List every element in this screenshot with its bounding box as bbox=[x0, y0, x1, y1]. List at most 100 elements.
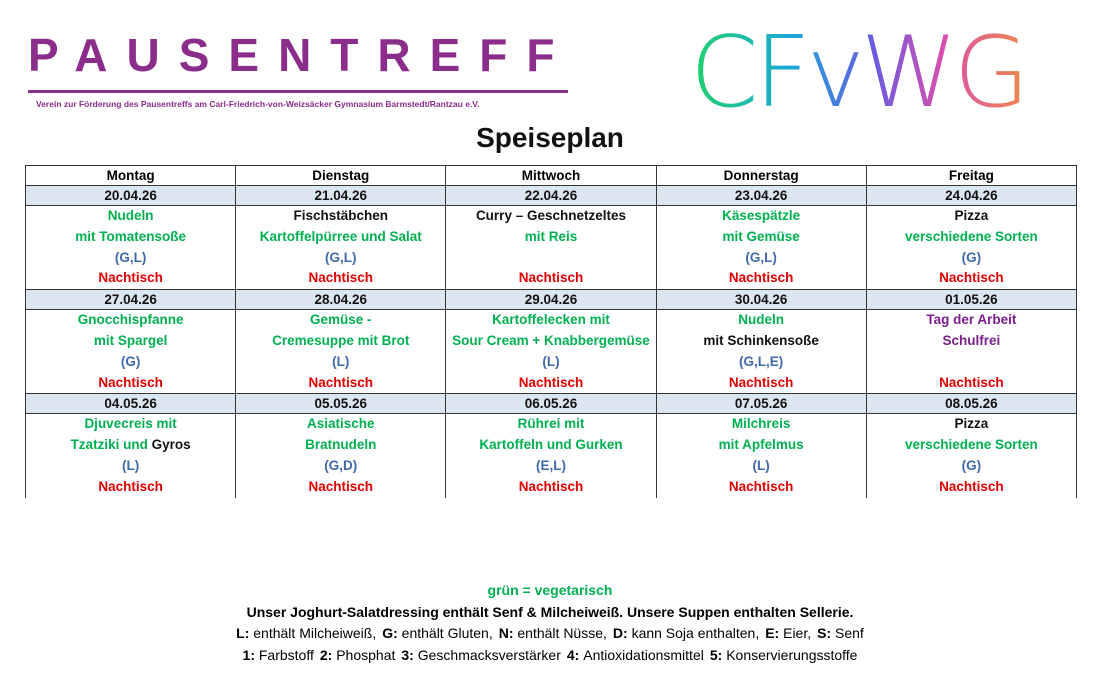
legend-key: L: bbox=[236, 625, 250, 641]
meal-cell: Djuvecreis mit Tzatziki und Gyros (L) Nachti… bbox=[24, 413, 237, 498]
meal-text: (G) bbox=[961, 457, 982, 473]
date-cell: 05.05.26 bbox=[235, 393, 447, 415]
meal-line: Kartoffeln und Gurken bbox=[446, 435, 655, 456]
logo: CFvWG bbox=[690, 18, 1030, 118]
day-header: Freitag bbox=[865, 165, 1078, 186]
meal-line bbox=[446, 248, 655, 269]
meal-line: mit Spargel bbox=[26, 331, 235, 352]
meal-text: Asiatische bbox=[307, 416, 375, 432]
meal-line: Sour Cream + Knabbergemüse bbox=[446, 331, 655, 352]
meal-text: verschiedene Sorten bbox=[904, 437, 1038, 453]
date-cell: 30.04.26 bbox=[655, 289, 867, 311]
legend-key: N: bbox=[498, 625, 514, 641]
legend-item: E: Eier, bbox=[765, 625, 811, 641]
legend-item: 4: Antioxidationsmittel bbox=[567, 647, 704, 663]
meal-line: Pizza bbox=[867, 206, 1076, 227]
legend-item: 5: Konservierungsstoffe bbox=[710, 647, 858, 663]
meal-row: Djuvecreis mit Tzatziki und Gyros (L) Nachti… bbox=[24, 413, 1078, 498]
logo-text: CFvWG bbox=[690, 18, 1026, 118]
additive-legend: 1: Farbstoff 2: Phosphat 3: Geschmacksvers… bbox=[0, 645, 1100, 667]
allergen-legend: L: enthält Milcheiweiß, G: enthält Gluten… bbox=[0, 623, 1100, 645]
meal-cell: Fischstäbchen Kartoffelpürree und Salat (G… bbox=[235, 205, 447, 290]
footer: grün = vegetarisch Unser Joghurt-Salatdr… bbox=[0, 580, 1100, 666]
meal-text: (G,D) bbox=[324, 457, 358, 473]
dessert: Nachtisch bbox=[518, 270, 584, 286]
meal-line: (G) bbox=[867, 456, 1076, 477]
meal-cell: Rührei mit Kartoffeln und Gurken (E,L) Nach… bbox=[445, 413, 657, 498]
menu-table: Montag Dienstag Mittwoch Donnerstag Freitag 2… bbox=[24, 165, 1078, 498]
meal-text: Curry – Geschnetzeltes bbox=[475, 208, 626, 223]
date-cell: 24.04.26 bbox=[865, 185, 1078, 206]
meal-cell: Nudeln mit Schinkensoße (G,L,E) Nachtisch bbox=[655, 309, 867, 394]
meal-cell: Curry – Geschnetzeltes mit Reis Nachtisch bbox=[445, 205, 657, 290]
day-header: Dienstag bbox=[235, 165, 447, 186]
meal-text: (G,L,E) bbox=[739, 353, 784, 369]
meal-cell: Milchreis mit Apfelmus (L) Nachtisch bbox=[655, 413, 867, 498]
dessert: Nachtisch bbox=[728, 478, 794, 494]
meal-line: Bratnudeln bbox=[236, 435, 445, 456]
legend-key: G: bbox=[382, 625, 398, 641]
meal-line: Kartoffelpürree und Salat bbox=[236, 227, 445, 248]
meal-cell: Nudeln mit Tomatensoße (G,L) Nachtisch bbox=[24, 205, 237, 290]
date-cell: 21.04.26 bbox=[235, 185, 447, 206]
meal-line: mit Gemüse bbox=[657, 227, 866, 248]
legend-text: enthält Nüsse, bbox=[517, 625, 607, 641]
meal-line: (L) bbox=[26, 456, 235, 477]
meal-text: (G,L) bbox=[745, 249, 777, 265]
meal-text: Kartoffeln und Gurken bbox=[479, 437, 623, 453]
legend-key: 3: bbox=[401, 646, 414, 663]
meal-line: Schulfrei bbox=[867, 331, 1076, 352]
day-header: Montag bbox=[24, 165, 237, 186]
meal-cell: Pizza verschiedene Sorten (G) Nachtisch bbox=[865, 205, 1078, 290]
dessert: Nachtisch bbox=[308, 374, 374, 390]
meal-line: (G,L) bbox=[26, 248, 235, 269]
brand-title: PAUSENTREFF bbox=[28, 29, 574, 81]
dessert: Nachtisch bbox=[98, 270, 163, 286]
legend-item: N: enthält Nüsse, bbox=[499, 625, 607, 641]
meal-line: (G,D) bbox=[236, 456, 445, 477]
meal-line: (G) bbox=[26, 352, 235, 373]
meal-line: (L) bbox=[236, 352, 445, 373]
legend-text: Eier, bbox=[783, 625, 812, 641]
meal-text: Tag der Arbeit bbox=[926, 312, 1017, 328]
meal-line: Tag der Arbeit bbox=[867, 310, 1076, 331]
meal-text: mit Reis bbox=[524, 228, 578, 244]
brand-underline bbox=[28, 90, 568, 93]
meal-line: (L) bbox=[657, 456, 866, 477]
meal-text: (L) bbox=[752, 457, 770, 473]
meal-text: mit Tomatensoße bbox=[75, 228, 186, 244]
meal-cell: Asiatische Bratnudeln (G,D) Nachtisch bbox=[235, 413, 447, 498]
meal-line: (L) bbox=[446, 352, 655, 373]
legend-key: D: bbox=[612, 625, 628, 641]
meal-text: Nudeln bbox=[107, 208, 154, 223]
meal-line: Gnocchispfanne bbox=[26, 310, 235, 331]
meal-text: mit Gemüse bbox=[722, 228, 800, 244]
date-cell: 08.05.26 bbox=[865, 393, 1078, 415]
meal-cell: Käsespätzle mit Gemüse (G,L) Nachtisch bbox=[655, 205, 867, 290]
meal-line: (G,L) bbox=[657, 248, 866, 269]
meal-text: Milchreis bbox=[731, 416, 791, 432]
meal-text: (G) bbox=[120, 353, 141, 369]
meal-cell: Tag der Arbeit Schulfrei Nachtisch bbox=[865, 309, 1078, 394]
meal-text: Tzatziki und bbox=[70, 437, 148, 453]
legend-item: 1: Farbstoff bbox=[243, 647, 314, 663]
legend-key: E: bbox=[765, 625, 780, 641]
meal-cell: Pizza verschiedene Sorten (G) Nachtisch bbox=[865, 413, 1078, 498]
dessert: Nachtisch bbox=[939, 270, 1004, 286]
meal-line: (G,L) bbox=[236, 248, 445, 269]
meal-text: Gemüse - bbox=[310, 312, 372, 328]
meal-text: Schulfrei bbox=[942, 332, 1001, 348]
meal-cell: Gemüse - Cremesuppe mit Brot (L) Nachtisch bbox=[235, 309, 447, 394]
meal-line: Tzatziki und Gyros bbox=[26, 435, 235, 456]
date-row: 20.04.26 21.04.26 22.04.26 23.04.26 24.04.26 bbox=[24, 185, 1078, 206]
meal-text: (E,L) bbox=[535, 457, 566, 473]
legend-text: Senf bbox=[835, 625, 864, 641]
legend-text: Geschmacksverstärker bbox=[417, 646, 561, 663]
meal-line: mit Schinkensoße bbox=[657, 331, 866, 352]
meal-text: verschiedene Sorten bbox=[904, 228, 1038, 244]
meal-line: (G,L,E) bbox=[657, 352, 866, 373]
date-row: 04.05.26 05.05.26 06.05.26 07.05.26 08.05.26 bbox=[24, 393, 1078, 415]
meal-text: mit Schinkensoße bbox=[703, 332, 819, 348]
meal-text: mit Apfelmus bbox=[718, 437, 804, 453]
legend-text: enthält Milcheiweiß, bbox=[253, 625, 377, 641]
